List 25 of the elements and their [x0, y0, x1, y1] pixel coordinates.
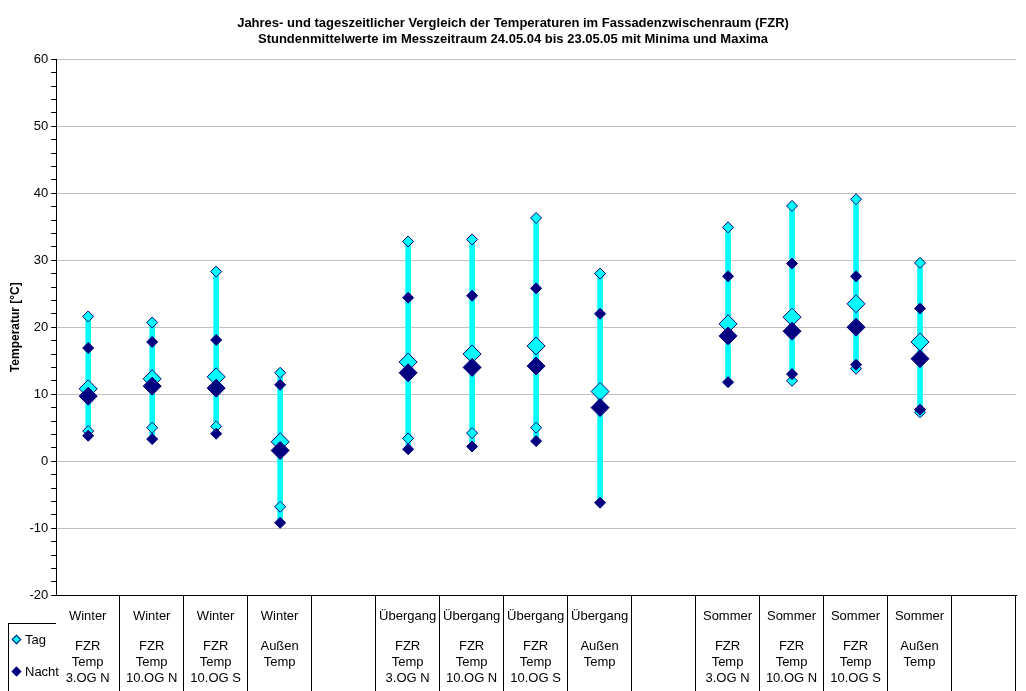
x-tick-label: Winter FZR Temp 10.OG S [189, 608, 242, 687]
y-tick-label: 10 [33, 385, 49, 401]
y-tick-label: 60 [33, 50, 49, 66]
x-tick-label: Winter FZR Temp 10.OG N [125, 608, 179, 687]
x-tick-label: Übergang FZR Temp 10.OG S [506, 608, 566, 687]
y-tick-label: 50 [33, 117, 49, 133]
legend-label: Tag [24, 632, 46, 648]
x-tick-label: Sommer FZR Temp 3.OG N [701, 608, 754, 687]
x-tick-label: Sommer FZR Temp 10.OG S [829, 608, 882, 687]
x-tick-label: Übergang FZR Temp 3.OG N [378, 608, 438, 687]
y-tick-label: 40 [33, 184, 49, 200]
x-tick-label: Winter FZR Temp 3.OG N [64, 608, 111, 686]
y-tick-label: -20 [29, 586, 49, 602]
x-tick-label: Winter Außen Temp [259, 608, 300, 671]
y-tick-label: -10 [29, 519, 49, 535]
x-tick-label: Sommer Außen Temp [893, 608, 946, 671]
chart-title: Jahres- und tageszeitlicher Vergleich der Temperaturen im Fassadenzwischenraum (FZR) Stundenmittelwerte im Messzeitraum 24.05.04 bis 23.05.05 mit Minima und Maxima [237, 15, 789, 46]
x-tick-label: Sommer FZR Temp 10.OG N [764, 608, 819, 687]
x-tick-label: Übergang Außen Temp [570, 608, 630, 671]
x-tick-label: Übergang FZR Temp 10.OG N [442, 608, 502, 687]
y-tick-label: 30 [33, 251, 49, 267]
y-tick-label: 0 [40, 452, 49, 468]
y-axis-title: Temperatur [°C] [7, 282, 22, 373]
legend-label: Nacht [24, 664, 59, 680]
y-tick-label: 20 [33, 318, 49, 334]
